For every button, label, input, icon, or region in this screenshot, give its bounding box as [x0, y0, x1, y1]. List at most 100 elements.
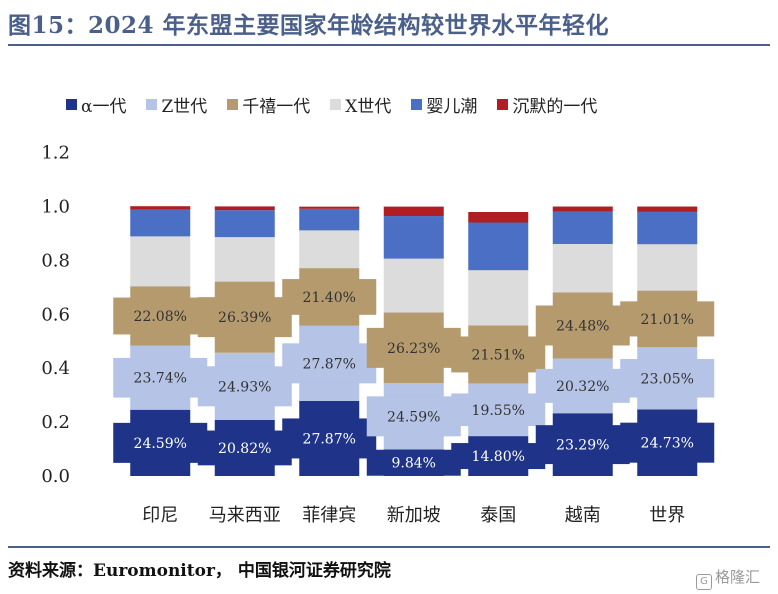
bar-segment: [637, 211, 698, 245]
bar-segment: [299, 206, 360, 209]
watermark: G 格隆汇: [696, 566, 760, 590]
bar-segment: [383, 216, 444, 259]
source-note: 资料来源：Euromonitor， 中国银河证券研究院: [8, 561, 391, 581]
bar-segment: [214, 206, 275, 211]
bar-segment: [468, 222, 529, 271]
data-label: 24.93%: [218, 379, 271, 395]
bar-segment: [637, 206, 698, 212]
bar-segment: [130, 206, 191, 210]
x-tick-label: 世界: [649, 505, 685, 526]
bar-segment: [383, 206, 444, 217]
legend-swatch: [227, 99, 239, 110]
data-label: 21.51%: [472, 347, 525, 363]
data-label: 9.84%: [392, 456, 436, 472]
data-label-box: [366, 327, 461, 368]
data-label: 24.59%: [387, 409, 440, 425]
legend-label: 千禧一代: [242, 97, 311, 117]
bar-segment: [552, 211, 613, 244]
chart-title: 图15：2024 年东盟主要国家年龄结构较世界水平年轻化: [8, 12, 610, 39]
data-label: 22.08%: [134, 309, 187, 325]
data-label-box: [535, 368, 630, 403]
data-label-box: [282, 279, 377, 315]
y-tick-label: 0.2: [41, 412, 70, 433]
data-label-box: [282, 418, 377, 459]
bar-segment: [637, 244, 698, 291]
data-label-box: [366, 449, 461, 476]
data-label: 24.59%: [134, 436, 187, 452]
y-tick-label: 1.0: [41, 197, 70, 218]
bar-segment: [552, 243, 613, 293]
bar-segment: [552, 206, 613, 212]
data-label: 23.29%: [556, 438, 609, 454]
data-label-box: [197, 366, 292, 407]
legend-label: Z世代: [161, 97, 208, 117]
data-label: 26.39%: [218, 310, 271, 326]
data-label: 26.23%: [387, 341, 440, 357]
watermark-text: 格隆汇: [715, 568, 761, 586]
data-label: 27.87%: [303, 356, 356, 372]
data-label: 27.87%: [303, 431, 356, 447]
data-label-box: [451, 336, 546, 373]
x-tick-label: 马来西亚: [209, 505, 281, 526]
data-label: 23.05%: [641, 371, 694, 387]
legend-item-1: Z世代: [146, 92, 207, 117]
x-tick-label: 菲律宾: [302, 505, 356, 526]
legend-item-4: 婴儿潮: [411, 92, 477, 117]
legend-label: α一代: [81, 97, 127, 117]
chart-legend: α一代 Z世代 千禧一代 X世代 婴儿潮 沉默的一代: [66, 92, 597, 117]
legend-item-0: α一代: [66, 92, 126, 117]
data-label-box: [620, 359, 715, 398]
data-label-box: [113, 357, 208, 398]
legend-swatch: [497, 99, 509, 110]
y-tick-label: 0.0: [41, 466, 70, 487]
data-label-box: [620, 422, 715, 463]
title-divider: [8, 44, 770, 46]
legend-item-5: 沉默的一代: [497, 92, 597, 117]
bar-segment: [214, 237, 275, 282]
data-label-box: [451, 443, 546, 470]
bar-segment: [299, 230, 360, 269]
legend-swatch: [66, 99, 77, 110]
data-label-box: [620, 301, 715, 337]
bar-segment: [383, 258, 444, 313]
data-label: 23.74%: [134, 371, 187, 387]
y-tick-label: 1.2: [41, 143, 70, 164]
legend-label: 婴儿潮: [426, 97, 478, 117]
data-label: 14.80%: [472, 449, 525, 465]
data-label-box: [535, 305, 630, 346]
x-tick-label: 越南: [565, 505, 601, 526]
bar-segment: [299, 208, 360, 231]
y-tick-label: 0.4: [41, 358, 70, 379]
data-label-box: [113, 422, 208, 463]
bar-segment: [468, 270, 529, 326]
y-tick-label: 0.8: [41, 250, 70, 271]
data-label-box: [535, 425, 630, 465]
data-label-box: [366, 396, 461, 437]
data-label: 21.40%: [303, 290, 356, 306]
data-label-box: [197, 430, 292, 466]
bar-segment: [130, 209, 191, 237]
legend-label: X世代: [345, 97, 392, 117]
data-label-box: [282, 343, 377, 384]
x-tick-label: 泰国: [480, 505, 516, 526]
legend-swatch: [411, 99, 423, 110]
legend-item-2: 千禧一代: [227, 92, 310, 117]
data-label-box: [451, 393, 546, 427]
legend-item-3: X世代: [330, 92, 391, 117]
watermark-logo-icon: G: [696, 574, 712, 590]
data-label: 20.82%: [218, 441, 271, 457]
source-divider: [8, 546, 770, 548]
data-label: 19.55%: [472, 403, 525, 419]
legend-swatch: [330, 99, 342, 110]
y-tick-label: 0.6: [41, 304, 70, 325]
bar-segment: [214, 210, 275, 238]
data-label: 21.01%: [641, 312, 694, 328]
x-tick-label: 新加坡: [387, 505, 441, 526]
data-label-box: [197, 297, 292, 338]
bar-segment: [130, 236, 191, 287]
data-label-box: [113, 297, 208, 335]
legend-swatch: [146, 99, 158, 110]
x-tick-label: 印尼: [142, 505, 178, 526]
data-label: 20.32%: [556, 379, 609, 395]
